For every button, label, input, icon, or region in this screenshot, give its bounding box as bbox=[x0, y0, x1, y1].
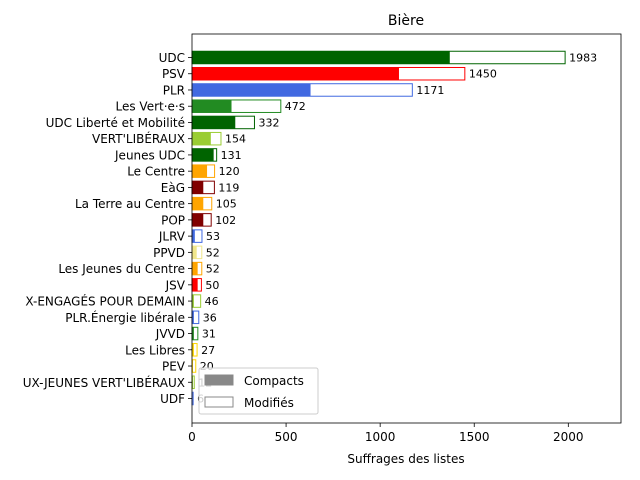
bar-compact bbox=[192, 229, 195, 243]
category-label: JVVD bbox=[155, 327, 185, 341]
bar-value-label: 1983 bbox=[569, 52, 597, 65]
x-axis-ticks: 0 500 1000 1500 2000 bbox=[188, 423, 584, 444]
bar-compact bbox=[192, 99, 232, 113]
bar-value-label: 52 bbox=[206, 263, 220, 276]
bar-compact bbox=[192, 278, 198, 292]
bar-value-label: 119 bbox=[218, 181, 239, 194]
category-label: JLRV bbox=[158, 230, 186, 244]
category-labels: UDC PSV PLR Les Vert·e·s UDC Liberté et Mobi… bbox=[23, 51, 192, 406]
category-label: Le Centre bbox=[127, 165, 185, 179]
bar-compact bbox=[192, 327, 194, 340]
bar-value-label: 53 bbox=[206, 230, 220, 243]
bar-value-label: 472 bbox=[285, 100, 306, 113]
bar-compact bbox=[192, 343, 194, 357]
bars-layer bbox=[191, 50, 566, 406]
legend-label-compacts: Compacts bbox=[244, 374, 304, 388]
category-label: UDC bbox=[159, 51, 185, 65]
legend-swatch-modifies bbox=[204, 396, 234, 408]
legend-swatch-compacts bbox=[204, 374, 234, 386]
x-tick-label: 1500 bbox=[459, 430, 490, 444]
bar-value-label: 105 bbox=[216, 198, 237, 211]
legend: Compacts Modifiés bbox=[198, 367, 319, 415]
category-label: UDC Liberté et Mobilité bbox=[46, 116, 185, 130]
category-label: UDF bbox=[160, 392, 185, 406]
legend-label-modifies: Modifiés bbox=[244, 396, 294, 410]
bar-compact bbox=[192, 51, 450, 64]
category-label: VERT'LIBÉRAUX bbox=[92, 131, 185, 146]
bar-value-label: 46 bbox=[205, 295, 219, 308]
bar-value-label: 36 bbox=[203, 311, 217, 324]
bar-value-label: 131 bbox=[221, 149, 242, 162]
bar-value-label: 52 bbox=[206, 246, 220, 259]
category-label: UX-JEUNES VERT'LIBÉRAUX bbox=[23, 375, 185, 390]
bar-value-label: 27 bbox=[201, 344, 215, 357]
category-label: PEV bbox=[162, 360, 186, 374]
category-label: Les Vert·e·s bbox=[116, 100, 186, 114]
category-label: PPVD bbox=[153, 246, 185, 260]
bar-compact bbox=[192, 83, 311, 97]
bar-compact bbox=[192, 181, 204, 194]
category-label: Jeunes UDC bbox=[114, 148, 185, 162]
bar-compact bbox=[192, 262, 198, 275]
bar-compact bbox=[192, 294, 194, 308]
category-label: PLR bbox=[163, 83, 185, 97]
category-label: Les Jeunes du Centre bbox=[58, 262, 185, 276]
bar-value-label: 102 bbox=[215, 214, 236, 227]
bar-value-label: 31 bbox=[202, 328, 216, 341]
x-axis-label: Suffrages des listes bbox=[347, 452, 464, 466]
category-label: EàG bbox=[161, 181, 185, 195]
bar-value-label: 1450 bbox=[469, 68, 497, 81]
x-tick-label: 0 bbox=[188, 430, 196, 444]
x-tick-label: 2000 bbox=[553, 430, 584, 444]
bar-value-label: 120 bbox=[219, 165, 240, 178]
chart-title: Bière bbox=[388, 13, 424, 29]
category-label: Les Libres bbox=[125, 343, 185, 357]
bar-compact bbox=[192, 311, 194, 324]
bar-compact bbox=[192, 359, 193, 373]
bar-compact bbox=[192, 246, 197, 259]
axes-frame bbox=[191, 33, 622, 424]
bar-compact bbox=[192, 213, 204, 227]
bar-compact bbox=[192, 67, 399, 80]
x-tick-label: 1000 bbox=[365, 430, 396, 444]
bar-compact bbox=[192, 164, 208, 178]
bar-compact bbox=[192, 376, 193, 389]
category-label: JSV bbox=[165, 278, 186, 292]
bar-value-label: 332 bbox=[258, 116, 279, 129]
bar-compact bbox=[192, 148, 214, 162]
bar-value-label: 154 bbox=[225, 133, 246, 146]
category-label: PLR.Énergie libérale bbox=[65, 310, 185, 325]
category-label: POP bbox=[161, 213, 185, 227]
bar-compact bbox=[192, 197, 204, 210]
bar-value-label: 50 bbox=[205, 279, 219, 292]
bar-compact bbox=[192, 116, 236, 129]
category-label: X-ENGAGÉS POUR DEMAIN bbox=[25, 294, 185, 309]
bar-compact bbox=[192, 132, 211, 145]
bar-value-label: 1171 bbox=[416, 84, 444, 97]
x-tick-label: 500 bbox=[275, 430, 298, 444]
category-label: La Terre au Centre bbox=[75, 197, 185, 211]
category-label: PSV bbox=[162, 67, 186, 81]
